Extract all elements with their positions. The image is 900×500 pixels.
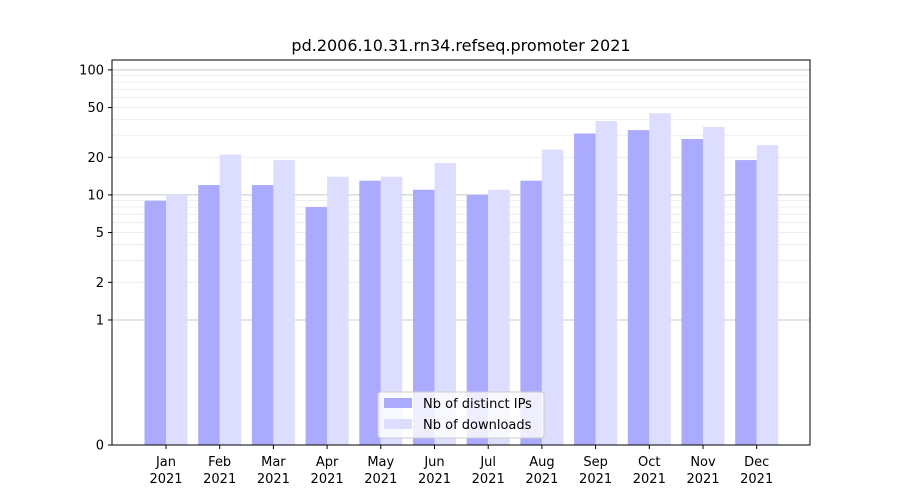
bar-downloads [380, 176, 403, 445]
x-tick-label-year: 2021 [149, 472, 182, 487]
bar-downloads [488, 189, 510, 445]
x-tick-label-month: Jan [155, 455, 176, 470]
x-tick-label-month: Oct [638, 455, 660, 470]
legend-box [377, 391, 545, 439]
bar-downloads [219, 154, 242, 446]
bar-distinct-ips [305, 207, 328, 445]
x-tick-label-month: Jul [479, 455, 496, 470]
bar-downloads [273, 160, 295, 445]
x-tick-label-month: Nov [690, 455, 716, 470]
y-tick-label: 100 [79, 63, 104, 78]
x-tick-label-year: 2021 [633, 472, 666, 487]
bar-distinct-ips [520, 180, 542, 445]
x-tick-label-year: 2021 [579, 472, 612, 487]
y-tick-label: 5 [96, 226, 104, 241]
x-tick-label-year: 2021 [740, 472, 773, 487]
bar-distinct-ips [681, 139, 703, 445]
x-tick-label-month: Feb [208, 455, 231, 470]
x-tick-label-year: 2021 [364, 472, 397, 487]
bar-distinct-ips [413, 189, 435, 445]
x-axis: Jan 2021 Feb 2021 Mar 2021 Apr 2021 May 2021 Jun 20… [149, 445, 773, 487]
bar-downloads [595, 121, 618, 446]
x-tick-label-month: Sep [583, 455, 608, 470]
bar-distinct-ips [735, 160, 757, 445]
x-tick-label-month: Jun [423, 455, 444, 470]
legend-swatch [384, 419, 412, 429]
y-tick-label: 10 [87, 188, 104, 203]
x-tick-label-year: 2021 [525, 472, 558, 487]
x-tick-label-year: 2021 [686, 472, 719, 487]
y-tick-label: 50 [87, 101, 104, 116]
bar-distinct-ips [198, 185, 220, 445]
bar-distinct-ips [359, 180, 381, 445]
x-tick-label-year: 2021 [257, 472, 290, 487]
bar-distinct-ips [251, 185, 274, 445]
bar-distinct-ips [144, 200, 166, 445]
x-tick-label-month: May [367, 455, 394, 470]
legend-swatch [384, 398, 412, 408]
bar-distinct-ips [627, 130, 650, 445]
y-tick-label: 1 [96, 313, 104, 328]
bar-downloads [756, 145, 779, 445]
bars [144, 113, 779, 446]
bar-downloads [434, 163, 456, 445]
legend-label: Nb of downloads [423, 418, 532, 433]
x-tick-label-month: Aug [529, 455, 554, 470]
bar-downloads [541, 149, 564, 446]
bar-distinct-ips [574, 133, 596, 445]
y-tick-label: 0 [96, 439, 104, 454]
plot-frame [111, 59, 811, 446]
y-tick-label: 2 [96, 276, 104, 291]
y-tick-label: 20 [87, 151, 104, 166]
legend: Nb of distinct IPs Nb of downloads [377, 391, 545, 439]
bar-downloads [703, 126, 725, 446]
bar-distinct-ips [466, 194, 489, 445]
bar-downloads [166, 194, 188, 445]
x-tick-label-year: 2021 [418, 472, 451, 487]
x-tick-label-month: Dec [744, 455, 769, 470]
x-tick-label-month: Apr [316, 455, 339, 470]
x-tick-label-year: 2021 [472, 472, 505, 487]
x-tick-label-year: 2021 [203, 472, 236, 487]
y-axis: 0 1 2 5 10 20 50 100 [79, 63, 112, 454]
bar-downloads [649, 113, 671, 445]
x-tick-label-year: 2021 [311, 472, 344, 487]
legend-label: Nb of distinct IPs [423, 397, 532, 412]
chart-title: pd.2006.10.31.rn34.refseq.promoter 2021 [291, 36, 630, 55]
x-tick-label-month: Mar [261, 455, 286, 470]
bar-downloads [327, 176, 349, 445]
